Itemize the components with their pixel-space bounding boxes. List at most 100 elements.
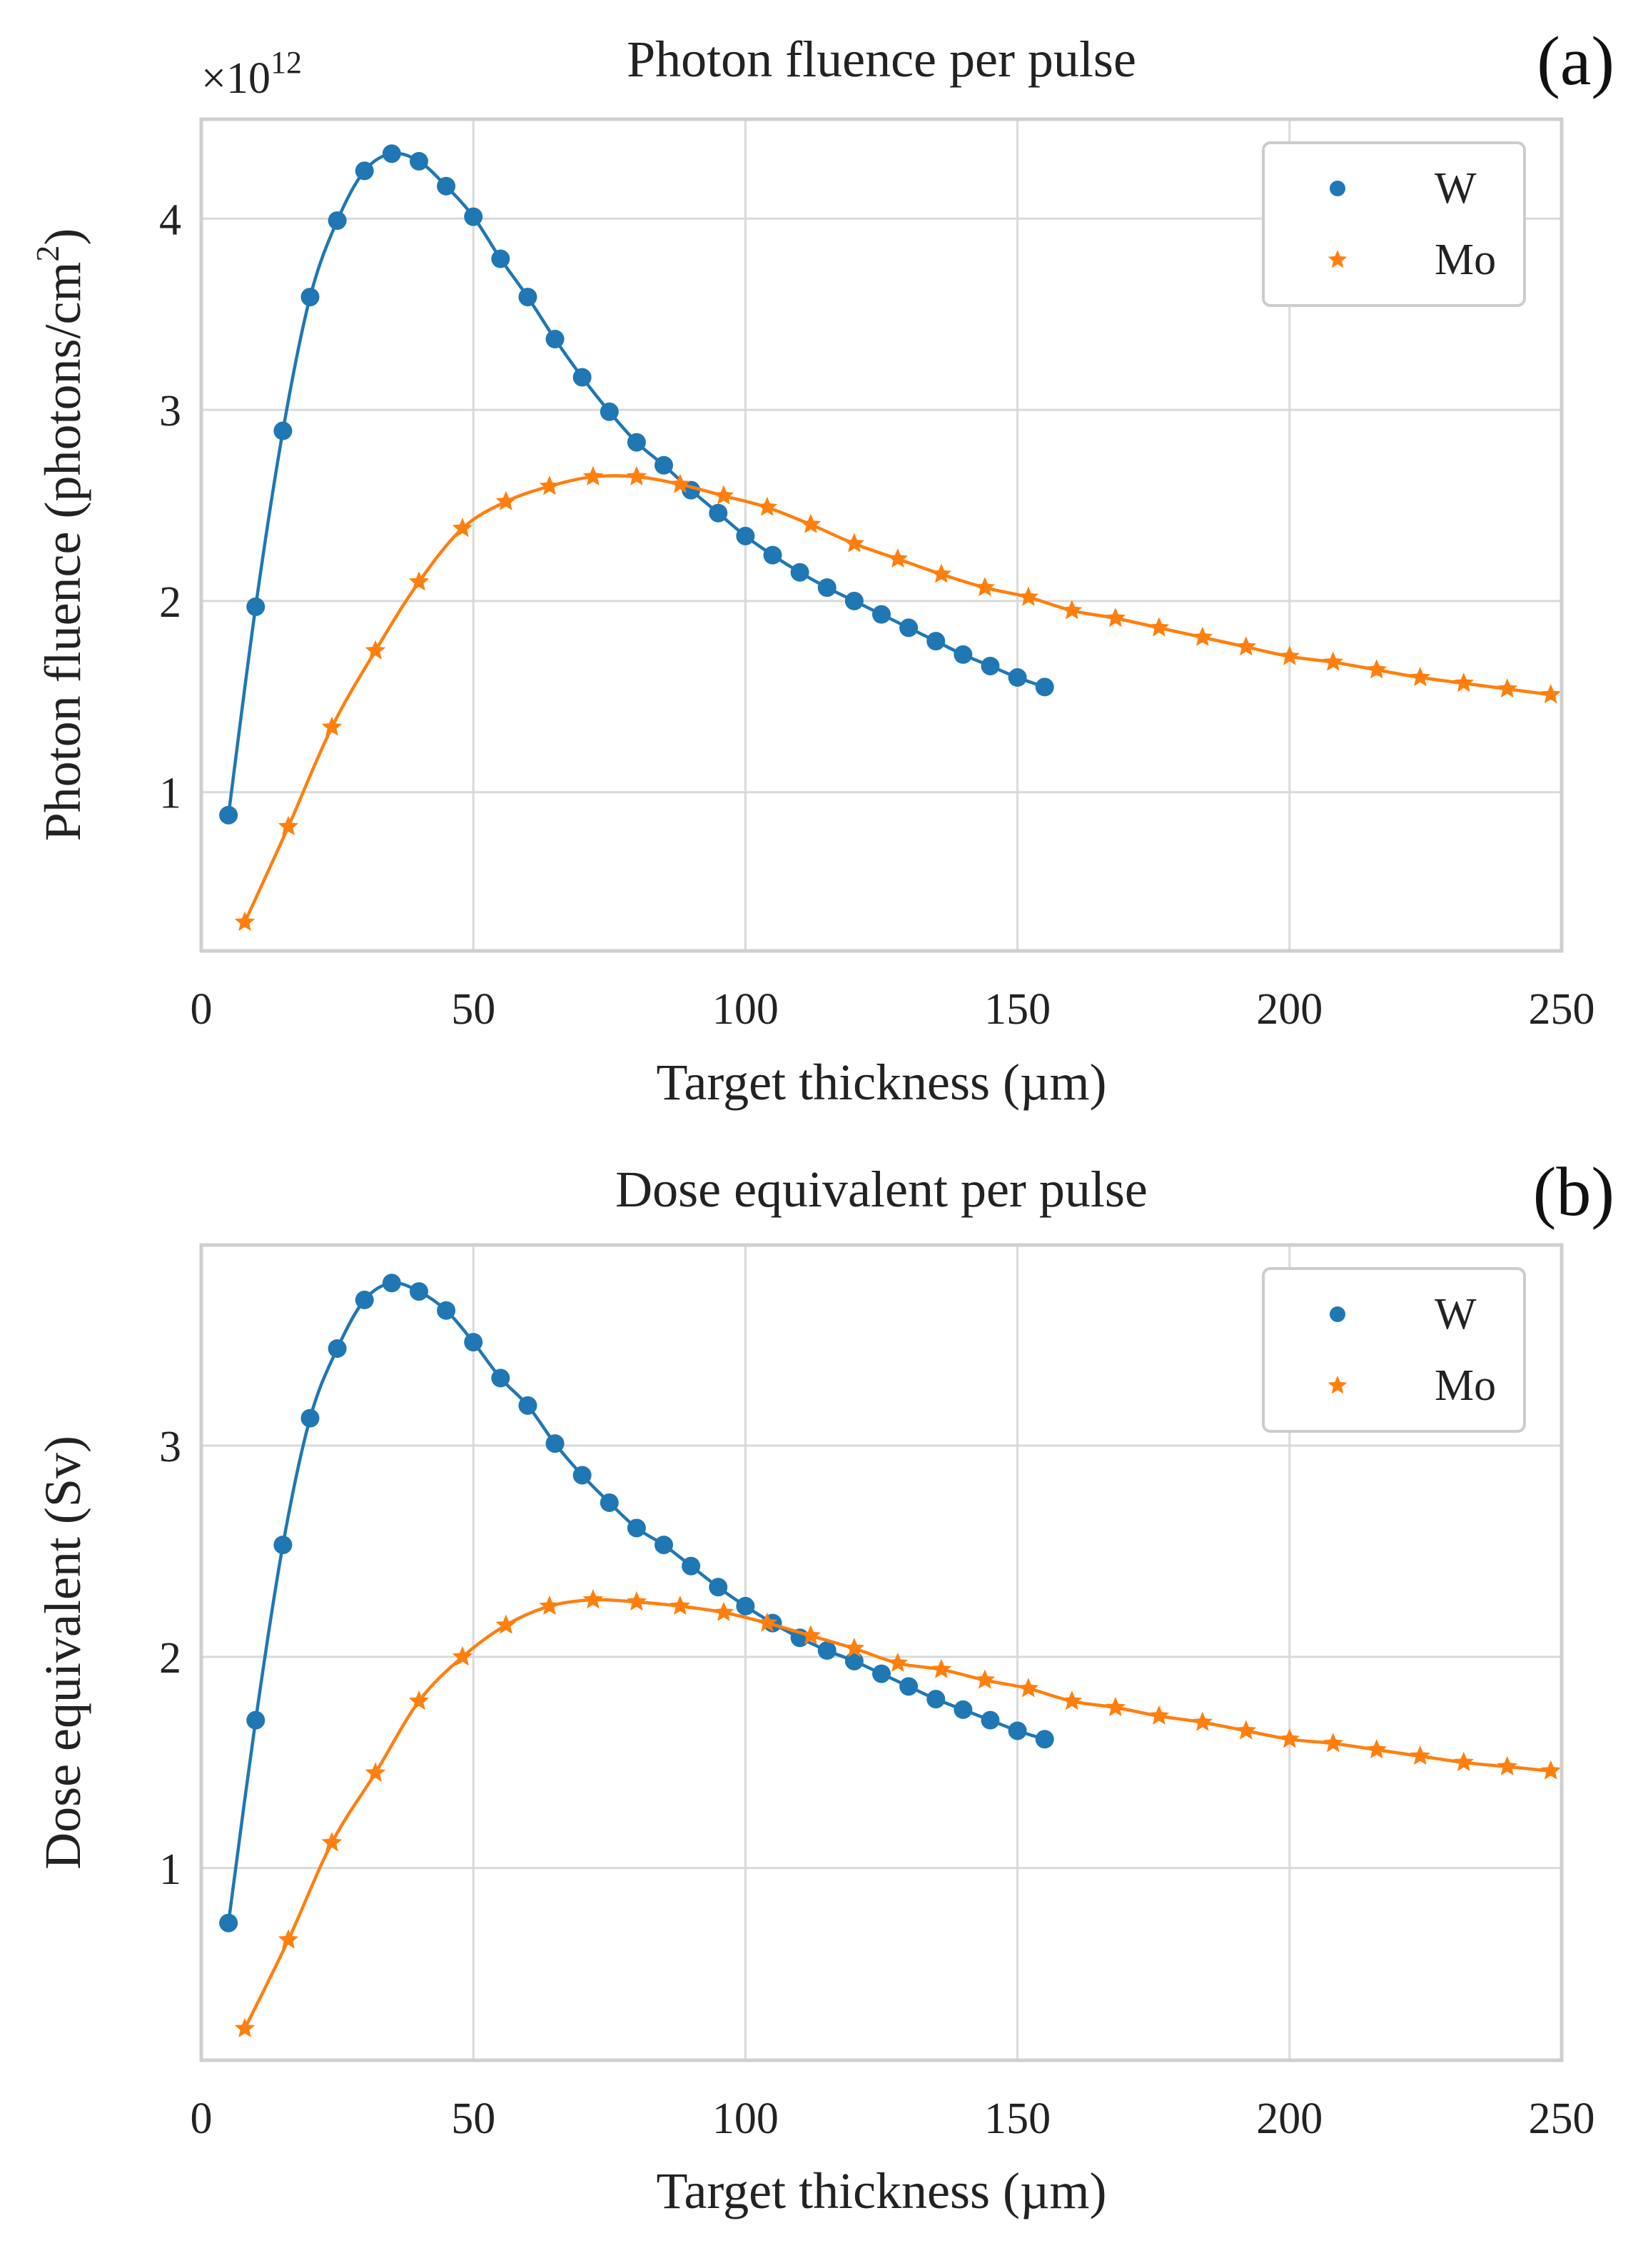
panel-b-x-tick-label: 50 bbox=[451, 2095, 495, 2143]
panel-b-series-w-point bbox=[817, 1641, 836, 1660]
panel-a-series-w-point bbox=[899, 618, 919, 637]
panel-a-series-mo-point bbox=[974, 577, 996, 597]
panel-b-series-w-point bbox=[518, 1396, 537, 1415]
panel-b-y-tick-label: 3 bbox=[159, 1423, 181, 1471]
panel-b-legend-marker-w bbox=[1330, 1306, 1345, 1322]
panel-a-series-w-point bbox=[273, 421, 293, 440]
panel-a-series-w-point bbox=[627, 433, 646, 452]
panel-a-series-w-line bbox=[226, 151, 1046, 816]
panel-a-series-w-point bbox=[246, 597, 266, 616]
panel-a-legend-marker-w bbox=[1330, 181, 1345, 196]
panel-a-series-w-point bbox=[600, 402, 619, 421]
panel-b-series-w-point bbox=[409, 1282, 428, 1301]
panel-a-series-w-point bbox=[437, 176, 456, 196]
panel-b-series-mo-point bbox=[626, 1591, 647, 1611]
panel-b-series-mo-point bbox=[1192, 1711, 1213, 1731]
panel-a-series-w-point bbox=[981, 656, 1000, 675]
panel-b-series-w-point bbox=[1035, 1730, 1054, 1749]
panel-b-series-mo-point bbox=[757, 1612, 778, 1632]
panel-b-series-w-point bbox=[328, 1339, 347, 1358]
panel-b-series-w-point bbox=[491, 1369, 510, 1388]
panel-b-series-w-point bbox=[246, 1710, 266, 1730]
panel-b-series-mo-point bbox=[1279, 1728, 1300, 1748]
panel-b-series-w-point bbox=[437, 1301, 456, 1320]
panel-a-x-tick-label: 150 bbox=[984, 985, 1051, 1034]
panel-b-series-mo-point bbox=[931, 1658, 952, 1678]
panel-a-y-label-close: ) bbox=[34, 228, 91, 246]
panel-b-series-mo-point bbox=[234, 2017, 256, 2037]
panel-b-x-tick-label: 200 bbox=[1256, 2095, 1323, 2143]
panel-a-x-tick-label: 0 bbox=[191, 985, 213, 1034]
panel-a-series-w-point bbox=[328, 211, 347, 230]
panel-b-series-w-point bbox=[844, 1651, 864, 1670]
panel-a-series-w-point bbox=[790, 563, 809, 582]
panel-b-series bbox=[219, 1274, 1561, 2037]
panel-b-legend-box bbox=[1262, 1267, 1526, 1433]
panel-a-series-w-point bbox=[545, 329, 565, 348]
panel-b-series-w-point bbox=[709, 1578, 728, 1597]
panel-a-x-tick-label: 250 bbox=[1529, 985, 1595, 1034]
panel-a-series-mo-point bbox=[495, 490, 517, 510]
panel-b-series-mo-point bbox=[1540, 1760, 1561, 1780]
panel-a-x-axis-label: Target thickness (µm) bbox=[657, 1054, 1107, 1111]
panel-a-legend-box bbox=[1262, 141, 1526, 307]
panel-a-series-w-point bbox=[1008, 668, 1027, 687]
panel-a-series-mo-point bbox=[669, 473, 691, 493]
panel-a-series-mo-point bbox=[321, 716, 343, 736]
panel-b-series-w-point bbox=[464, 1333, 483, 1352]
panel-b-y-tick-label: 2 bbox=[159, 1634, 181, 1683]
panel-b-label: (b) bbox=[1533, 1154, 1614, 1231]
panel-a-series-mo-point bbox=[1366, 659, 1387, 679]
panel-a-series-mo-point bbox=[1453, 672, 1474, 692]
panel-a-series-mo-point bbox=[713, 485, 734, 505]
panel-a-x-tick-label: 50 bbox=[451, 985, 495, 1034]
panel-a-offset-base: ×10 bbox=[201, 54, 271, 103]
panel-b-series-w-point bbox=[926, 1690, 946, 1709]
panel-a-series-mo-point bbox=[408, 571, 430, 591]
panel-a-series-mo-point bbox=[931, 563, 952, 583]
panel-a-legend-label-mo: Mo bbox=[1435, 236, 1496, 284]
panel-b-legend-marker-mo bbox=[1328, 1376, 1348, 1394]
panel-a-series-mo-point bbox=[365, 640, 386, 660]
panel-a-series-w-point bbox=[926, 632, 946, 651]
panel-a-y-tick-label: 4 bbox=[159, 196, 181, 244]
panel-b-frame bbox=[199, 1243, 1564, 2062]
panel-b-series-w-point bbox=[600, 1493, 619, 1512]
panel-a-series-mo-point bbox=[757, 496, 778, 516]
panel-b-series-w-point bbox=[273, 1536, 293, 1555]
panel-b-legend-label-mo: Mo bbox=[1435, 1361, 1496, 1410]
panel-a-series-mo-point bbox=[1235, 636, 1257, 656]
panel-a-series-mo-point bbox=[1410, 667, 1430, 687]
panel-b-series-w-point bbox=[545, 1434, 565, 1453]
panel-b-series-w-point bbox=[954, 1700, 973, 1719]
panel-a-series-w-point bbox=[654, 455, 674, 475]
panel-b-series-mo-point bbox=[452, 1645, 473, 1666]
panel-a-series-mo-line bbox=[243, 474, 1552, 923]
panel-a-legend-label-w: W bbox=[1435, 164, 1477, 213]
panel-b-series-w-point bbox=[981, 1710, 1000, 1730]
panel-b-series-mo-point bbox=[1061, 1690, 1083, 1710]
panel-b-x-tick-label: 0 bbox=[191, 2095, 213, 2143]
panel-a-y-tick-label: 3 bbox=[159, 387, 181, 435]
panel-a-series-w-point bbox=[572, 368, 592, 387]
panel-a-y-ticks: 1 2 3 4 bbox=[159, 196, 181, 817]
panel-b-series-mo-point bbox=[887, 1652, 909, 1672]
panel-a-series bbox=[219, 144, 1561, 931]
panel-b-y-axis-label: Dose equivalent (Sv) bbox=[34, 1436, 91, 1870]
panel-a-series-w-point bbox=[954, 645, 973, 664]
panel-b-series-mo-point bbox=[1148, 1705, 1170, 1725]
panel-b-series-mo-point bbox=[1453, 1751, 1474, 1771]
panel-b-series-w-point bbox=[736, 1596, 755, 1616]
panel-a-series-mo-point bbox=[800, 513, 822, 533]
panel-b-series-w-point bbox=[872, 1664, 891, 1683]
panel-b-series-mo-point bbox=[1497, 1755, 1517, 1775]
panel-b-series-mo-point bbox=[669, 1595, 691, 1615]
panel-b-series-w-point bbox=[682, 1556, 701, 1576]
panel-b-series-w-point bbox=[899, 1677, 919, 1696]
panel-a-y-axis-label: Photon fluence (photons/cm2) bbox=[29, 228, 91, 842]
panel-a-series-mo-point bbox=[1279, 645, 1300, 665]
panel-b-series-mo-point bbox=[1105, 1696, 1126, 1717]
panel-a-y-label-superscript: 2 bbox=[29, 246, 66, 262]
panel-a-series-w-point bbox=[300, 288, 320, 307]
panel-a-series-w-point bbox=[709, 503, 728, 523]
